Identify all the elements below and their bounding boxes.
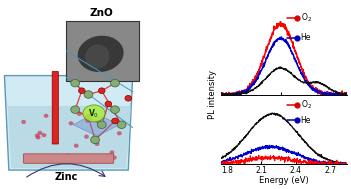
Circle shape bbox=[117, 131, 122, 135]
Polygon shape bbox=[5, 76, 133, 170]
Circle shape bbox=[98, 88, 105, 94]
Circle shape bbox=[125, 95, 132, 101]
Circle shape bbox=[85, 114, 92, 120]
Circle shape bbox=[85, 119, 90, 123]
FancyBboxPatch shape bbox=[52, 71, 58, 144]
Circle shape bbox=[117, 121, 126, 129]
Ellipse shape bbox=[85, 44, 110, 69]
Circle shape bbox=[111, 106, 119, 113]
Text: O$_2$: O$_2$ bbox=[301, 98, 312, 111]
Text: Zinc: Zinc bbox=[55, 172, 78, 182]
Circle shape bbox=[35, 133, 40, 138]
Text: He: He bbox=[301, 33, 311, 43]
X-axis label: Energy (eV): Energy (eV) bbox=[259, 176, 309, 185]
Circle shape bbox=[74, 144, 79, 148]
Text: O$_2$: O$_2$ bbox=[301, 12, 312, 24]
Circle shape bbox=[21, 120, 26, 124]
Circle shape bbox=[41, 133, 46, 137]
Polygon shape bbox=[73, 113, 119, 136]
Circle shape bbox=[110, 150, 114, 155]
FancyBboxPatch shape bbox=[66, 21, 139, 81]
Circle shape bbox=[111, 79, 119, 87]
Polygon shape bbox=[8, 106, 132, 168]
Text: ZnO: ZnO bbox=[90, 8, 114, 18]
Circle shape bbox=[84, 135, 89, 139]
Circle shape bbox=[71, 79, 80, 87]
Ellipse shape bbox=[78, 36, 124, 72]
Circle shape bbox=[79, 88, 85, 94]
Circle shape bbox=[112, 118, 118, 124]
Circle shape bbox=[77, 112, 82, 116]
Circle shape bbox=[68, 121, 73, 125]
Circle shape bbox=[97, 121, 106, 129]
Text: He: He bbox=[301, 116, 311, 125]
Text: PL intensity: PL intensity bbox=[208, 70, 217, 119]
Circle shape bbox=[84, 91, 93, 98]
Circle shape bbox=[105, 101, 112, 107]
Ellipse shape bbox=[83, 105, 105, 122]
Circle shape bbox=[112, 156, 117, 160]
Circle shape bbox=[36, 135, 41, 139]
Circle shape bbox=[91, 136, 100, 144]
Text: V$_0$: V$_0$ bbox=[88, 107, 99, 120]
Circle shape bbox=[71, 106, 80, 113]
Point bbox=[86, 106, 92, 109]
FancyBboxPatch shape bbox=[24, 154, 114, 163]
Circle shape bbox=[44, 114, 48, 118]
Circle shape bbox=[38, 131, 42, 135]
Circle shape bbox=[95, 142, 99, 146]
Circle shape bbox=[66, 153, 71, 157]
Point bbox=[86, 121, 92, 124]
